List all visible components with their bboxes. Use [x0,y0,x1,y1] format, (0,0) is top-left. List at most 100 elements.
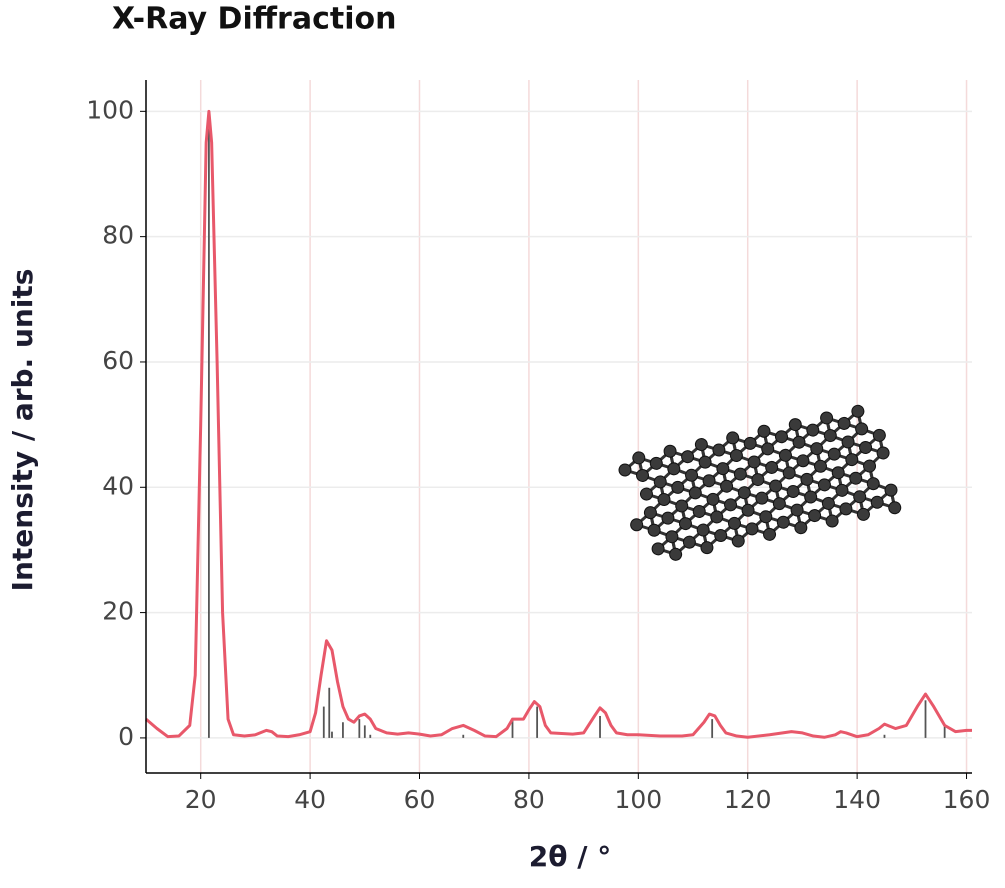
x-tick-label: 140 [833,785,881,814]
molecule-atom [702,474,716,488]
molecule-atom [720,479,734,493]
molecule-atom [804,490,818,504]
molecule-atom [759,510,773,524]
molecule-atom [741,503,755,517]
molecule-atom [618,463,632,477]
molecule-atom [653,475,667,489]
molecule-atom [678,517,692,531]
molecule-atom [778,448,792,462]
grid [146,80,972,773]
molecule-atom [671,480,685,494]
y-tick-label: 0 [118,722,134,751]
molecule-atom [853,490,867,504]
plot [145,109,972,739]
molecule-atom [788,418,802,432]
molecule-atom [794,521,808,535]
molecule-atom [696,523,710,537]
molecule-atom [831,466,845,480]
x-tick-label: 80 [513,785,545,814]
molecule-atom [761,442,775,456]
molecule-atom [827,447,841,461]
molecule-atom [776,515,790,529]
molecule-atom [663,444,677,458]
molecule-atom [682,535,696,549]
molecule-atom [765,460,779,474]
molecule-atom [810,442,824,456]
molecule-atom [757,424,771,438]
molecule-atom [863,459,877,473]
molecule-atom [716,462,730,476]
molecule-atom [649,456,663,470]
molecule-atom [786,485,800,499]
molecule-atom [876,446,890,460]
x-tick-label: 120 [724,785,772,814]
molecule-atom [851,404,865,418]
molecule-atom [700,541,714,555]
molecule-atom [866,477,880,491]
molecule-atom [825,514,839,528]
molecule-atom [884,483,898,497]
molecule-atom [747,455,761,469]
molecule-atom [669,547,683,561]
molecule-atom [835,483,849,497]
molecule-atom [888,501,902,515]
molecule-atom [726,431,740,445]
molecule-atom [661,511,675,525]
molecule-atom [782,466,796,480]
y-tick-label: 40 [102,471,134,500]
molecule-atom [657,493,671,507]
x-tick-label: 60 [404,785,436,814]
y-axis-label: Intensity / arb. units [6,269,39,592]
molecule-atom [790,503,804,517]
molecule-atom [643,506,657,520]
x-tick-label: 40 [294,785,326,814]
molecule-atom [665,530,679,544]
molecule-atom [731,534,745,548]
molecule-atom [859,440,873,454]
molecule [618,404,902,561]
molecule-atom [729,449,743,463]
molecule-atom [694,438,708,452]
molecule-atom [841,435,855,449]
molecule-atom [743,436,757,450]
molecule-atom [823,429,837,443]
molecule-atom [813,459,827,473]
molecule-atom [775,430,789,444]
molecule-atom [667,462,681,476]
x-tick-label: 20 [185,785,217,814]
molecule-atom [681,450,695,464]
molecule-atom [733,467,747,481]
y-tick-label: 80 [102,221,134,250]
molecule-atom [639,487,653,501]
molecule-atom [706,492,720,506]
molecule-atom [727,516,741,530]
molecule-atom [692,504,706,518]
molecule-atom [710,510,724,524]
molecule-atom [769,479,783,493]
molecule-image [618,404,902,561]
molecule-atom [714,529,728,543]
x-axis-label: 2θ / ° [529,840,611,873]
molecule-atom [763,527,777,541]
molecule-atom [636,468,650,482]
xrd-curve [145,109,972,739]
molecule-atom [698,455,712,469]
molecule-atom [820,411,834,425]
chart-title: X-Ray Diffraction [112,2,396,37]
molecule-atom [724,498,738,512]
molecule-atom [808,509,822,523]
molecule-atom [647,523,661,537]
molecule-atom [675,499,689,513]
molecule-atom [772,497,786,511]
molecule-atom [872,428,886,442]
molecule-atom [849,471,863,485]
y-tick-label: 60 [102,346,134,375]
molecule-atom [817,478,831,492]
molecule-atom [870,495,884,509]
molecule-atom [800,472,814,486]
molecule-atom [839,502,853,516]
molecule-atom [792,435,806,449]
molecule-atom [632,451,646,465]
y-tick-label: 20 [102,597,134,626]
molecule-atom [737,486,751,500]
